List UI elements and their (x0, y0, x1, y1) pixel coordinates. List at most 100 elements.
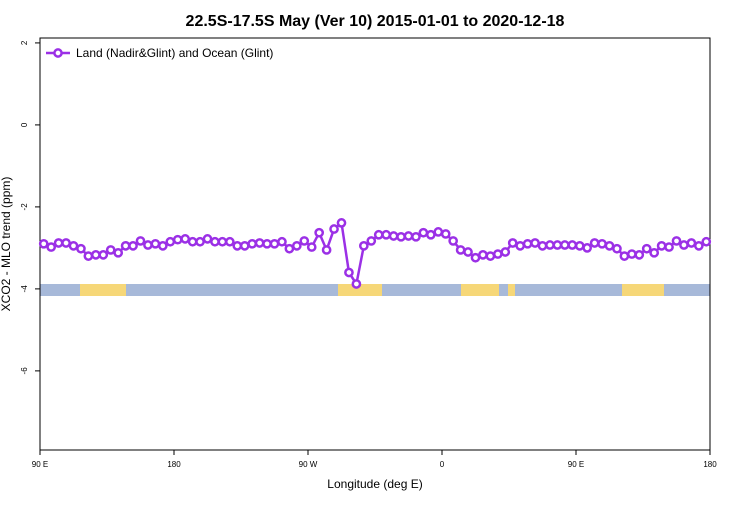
land-segment (622, 284, 664, 296)
data-point (396, 231, 406, 242)
data-point (679, 240, 689, 250)
data-point (411, 231, 421, 242)
data-point (530, 238, 540, 248)
data-point (545, 240, 555, 250)
x-tick-label: 180 (703, 460, 717, 469)
data-point (478, 250, 488, 260)
data-point (358, 240, 369, 251)
land-segment (461, 284, 499, 296)
data-point (641, 243, 652, 254)
x-tick-label: 0 (440, 460, 445, 469)
legend-label: Land (Nadir&Glint) and Ocean (Glint) (76, 46, 273, 60)
data-point (232, 240, 243, 251)
data-point (582, 243, 593, 253)
data-point (217, 236, 228, 247)
data-point (634, 250, 645, 260)
data-point (515, 240, 526, 251)
data-point (701, 236, 712, 247)
data-point (492, 249, 503, 259)
data-point (693, 240, 704, 251)
land-segment (80, 284, 126, 296)
data-point (522, 238, 533, 249)
data-point (269, 238, 280, 249)
land-segment (508, 284, 515, 296)
data-point (597, 238, 607, 249)
data-point (366, 236, 377, 246)
data-point (321, 245, 332, 255)
data-point (247, 238, 258, 249)
data-point (440, 229, 451, 239)
data-point (187, 236, 198, 247)
data-point (671, 236, 682, 246)
chart-title: 22.5S-17.5S May (Ver 10) 2015-01-01 to 2… (186, 13, 565, 30)
data-point (61, 238, 71, 248)
data-point (98, 250, 109, 260)
data-point (656, 240, 667, 251)
data-point (485, 251, 496, 261)
data-point (90, 250, 101, 260)
data-point (120, 240, 131, 251)
data-point (626, 249, 637, 259)
data-point (418, 227, 429, 238)
land-ocean-band (40, 284, 710, 296)
data-point (157, 240, 168, 251)
data-point (262, 238, 272, 249)
data-point (38, 238, 49, 249)
data-point (210, 236, 220, 247)
y-tick-label: 0 (20, 122, 29, 127)
data-point (589, 238, 600, 248)
data-point (76, 243, 86, 254)
data-point (604, 240, 615, 251)
data-point (344, 267, 354, 278)
land-segment (338, 284, 382, 296)
y-tick-label: -6 (20, 367, 29, 375)
data-point (83, 251, 94, 261)
data-point (448, 236, 459, 246)
x-tick-label: 180 (167, 460, 181, 469)
data-point (195, 236, 205, 247)
data-point (306, 242, 317, 252)
data-point (284, 243, 295, 254)
data-point (314, 227, 325, 238)
data-point (143, 240, 153, 250)
data-point (46, 242, 57, 252)
legend-marker (53, 48, 63, 58)
data-point (470, 252, 481, 263)
y-tick-label: -2 (20, 203, 29, 211)
data-point (425, 229, 436, 240)
y-tick-label: 2 (20, 40, 29, 45)
data-point (180, 234, 191, 244)
y-axis-label: XCO2 - MLO trend (ppm) (0, 177, 13, 312)
x-tick-label: 90 W (299, 460, 318, 469)
data-point (53, 238, 64, 248)
data-point (68, 240, 79, 251)
data-point (150, 238, 161, 249)
data-point (165, 236, 176, 247)
data-point (649, 247, 660, 258)
data-point (224, 236, 235, 247)
data-point (351, 279, 362, 289)
data-point (135, 236, 146, 246)
data-point (291, 240, 302, 251)
y-tick-label: -4 (20, 285, 29, 293)
x-axis-label: Longitude (deg E) (327, 477, 422, 491)
data-point (455, 245, 466, 255)
data-point (113, 247, 124, 258)
data-point (664, 242, 674, 252)
data-point (336, 218, 347, 228)
x-tick-label: 90 E (568, 460, 584, 469)
data-point (612, 243, 622, 254)
data-point (500, 247, 511, 257)
x-tick-label: 90 E (32, 460, 48, 469)
data-point (381, 229, 392, 240)
data-point (254, 238, 265, 248)
data-point (507, 238, 518, 248)
data-point (202, 234, 213, 244)
data-point (172, 234, 183, 245)
data-point (128, 240, 138, 251)
data-point (105, 245, 116, 255)
data-point (619, 251, 630, 261)
data-point (403, 231, 414, 241)
data-point (433, 227, 444, 237)
